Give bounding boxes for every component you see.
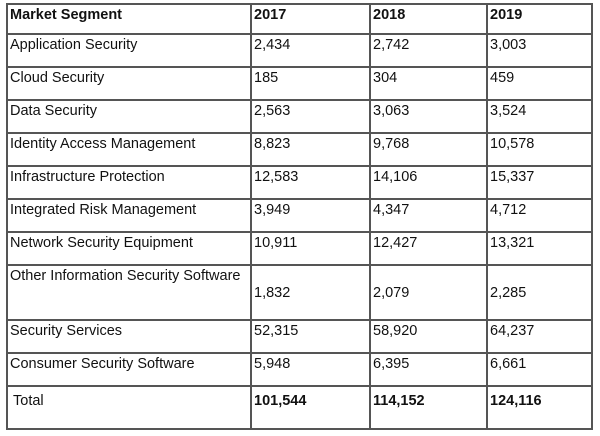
value-cell: 9,768: [369, 132, 488, 167]
value-cell: 3,003: [486, 33, 593, 68]
header-2017: 2017: [250, 3, 371, 35]
value-cell: 4,712: [486, 198, 593, 233]
total-value-cell: 114,152: [369, 385, 488, 430]
table-row: Other Information Security Software 1,832…: [6, 264, 593, 321]
segment-cell: Consumer Security Software: [6, 352, 252, 387]
header-market-segment: Market Segment: [6, 3, 252, 35]
segment-cell: Identity Access Management: [6, 132, 252, 167]
segment-cell: Other Information Security Software: [6, 264, 252, 321]
table-row: Network Security Equipment 10,911 12,427 13…: [6, 231, 593, 266]
value-cell: 12,427: [369, 231, 488, 266]
table-row: Identity Access Management 8,823 9,768 10,5…: [6, 132, 593, 167]
value-cell: 4,347: [369, 198, 488, 233]
market-segment-table: Market Segment 2017 2018 2019 Applicatio…: [6, 3, 593, 430]
table-row: Data Security 2,563 3,063 3,524: [6, 99, 593, 134]
value-cell: 14,106: [369, 165, 488, 200]
segment-cell: Integrated Risk Management: [6, 198, 252, 233]
value-cell: 6,395: [369, 352, 488, 387]
segment-cell: Network Security Equipment: [6, 231, 252, 266]
total-label: Total: [6, 385, 252, 430]
value-cell: 2,285: [486, 264, 593, 321]
value-cell: 10,578: [486, 132, 593, 167]
table-total-row: Total 101,544 114,152 124,116: [6, 385, 593, 430]
value-cell: 2,434: [250, 33, 371, 68]
value-cell: 5,948: [250, 352, 371, 387]
header-2018: 2018: [369, 3, 488, 35]
value-cell: 13,321: [486, 231, 593, 266]
value-cell: 304: [369, 66, 488, 101]
value-cell: 2,079: [369, 264, 488, 321]
value-cell: 58,920: [369, 319, 488, 354]
value-cell: 1,832: [250, 264, 371, 321]
segment-cell: Data Security: [6, 99, 252, 134]
table-row: Application Security 2,434 2,742 3,003: [6, 33, 593, 68]
value-cell: 12,583: [250, 165, 371, 200]
segment-cell: Application Security: [6, 33, 252, 68]
value-cell: 52,315: [250, 319, 371, 354]
value-cell: 3,063: [369, 99, 488, 134]
segment-cell: Infrastructure Protection: [6, 165, 252, 200]
value-cell: 3,949: [250, 198, 371, 233]
table-row: Security Services 52,315 58,920 64,237: [6, 319, 593, 354]
total-value-cell: 124,116: [486, 385, 593, 430]
value-cell: 2,742: [369, 33, 488, 68]
value-cell: 185: [250, 66, 371, 101]
value-cell: 64,237: [486, 319, 593, 354]
table-row: Cloud Security 185 304 459: [6, 66, 593, 101]
value-cell: 15,337: [486, 165, 593, 200]
value-cell: 3,524: [486, 99, 593, 134]
value-cell: 459: [486, 66, 593, 101]
table-row: Infrastructure Protection 12,583 14,106 15,…: [6, 165, 593, 200]
table-row: Consumer Security Software 5,948 6,395 6,66…: [6, 352, 593, 387]
value-cell: 2,563: [250, 99, 371, 134]
total-value-cell: 101,544: [250, 385, 371, 430]
table-header-row: Market Segment 2017 2018 2019: [6, 3, 593, 35]
header-2019: 2019: [486, 3, 593, 35]
value-cell: 8,823: [250, 132, 371, 167]
segment-cell: Cloud Security: [6, 66, 252, 101]
segment-cell: Security Services: [6, 319, 252, 354]
value-cell: 6,661: [486, 352, 593, 387]
value-cell: 10,911: [250, 231, 371, 266]
table-row: Integrated Risk Management 3,949 4,347 4,71…: [6, 198, 593, 233]
